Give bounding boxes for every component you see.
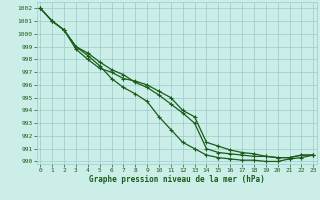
X-axis label: Graphe pression niveau de la mer (hPa): Graphe pression niveau de la mer (hPa) — [89, 175, 265, 184]
